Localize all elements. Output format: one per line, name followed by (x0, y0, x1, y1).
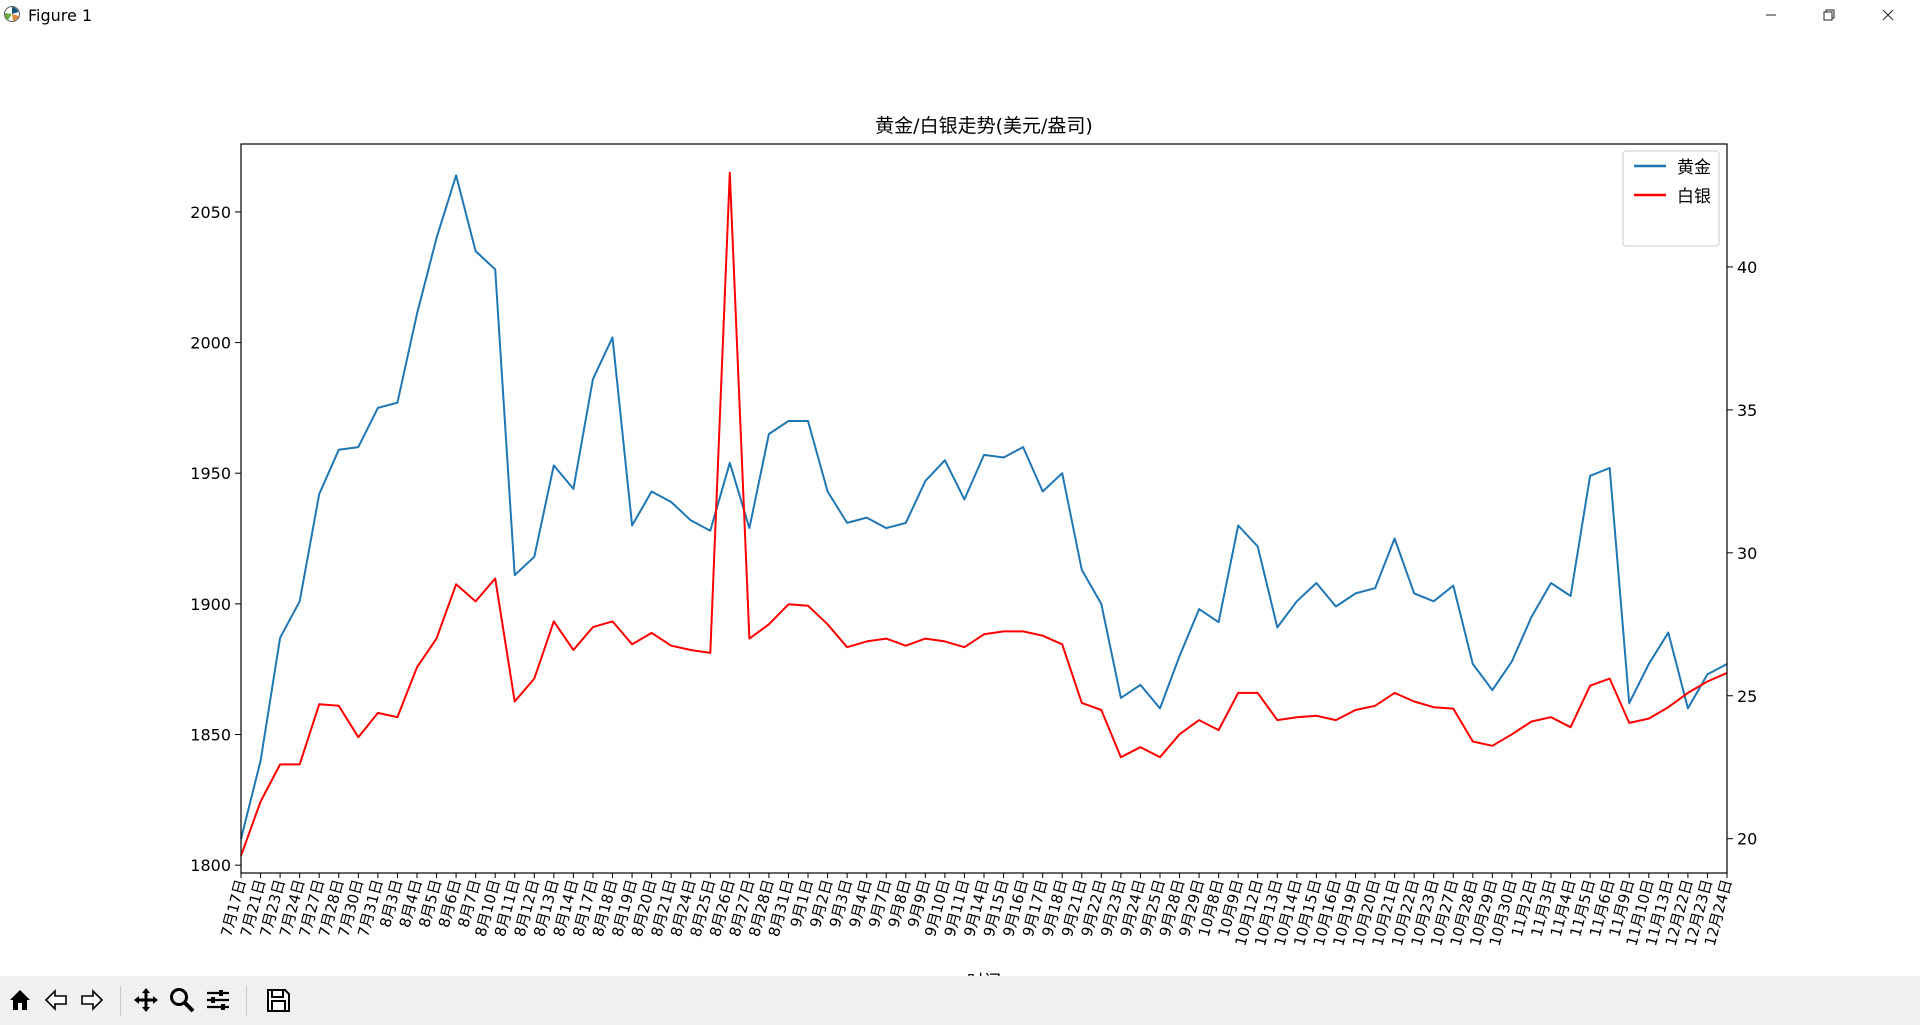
legend-box (1622, 150, 1720, 247)
home-icon (10, 990, 30, 1010)
minimize-icon (1766, 14, 1776, 16)
left-y-tick-label: 2000 (190, 334, 231, 353)
pan-button[interactable] (130, 984, 162, 1016)
legend: 黄金 白银 (1622, 150, 1720, 247)
minimize-button[interactable] (1748, 0, 1794, 30)
window-titlebar: Figure 1 (0, 0, 1920, 30)
series-line-silver (240, 171, 1728, 857)
left-y-tick-label: 1850 (190, 726, 231, 745)
right-y-axis: 20 25 30 35 40 (1727, 258, 1757, 849)
configure-subplots-button[interactable] (202, 984, 234, 1016)
legend-label-gold: 黄金 (1677, 158, 1711, 178)
save-button[interactable] (262, 984, 294, 1016)
figure-canvas[interactable]: 黄金/白银走势(美元/盎司) 1800 1850 1900 1950 2000 2050 … (0, 30, 1920, 992)
window-title: Figure 1 (28, 6, 93, 25)
left-y-axis: 1800 1850 1900 1950 2000 2050 (190, 203, 241, 875)
left-y-tick-label: 2050 (190, 203, 231, 222)
left-y-tick-label: 1800 (190, 856, 231, 875)
right-y-tick-label: 30 (1737, 544, 1757, 563)
series-line-gold (240, 174, 1728, 840)
home-button[interactable] (4, 984, 36, 1016)
left-y-tick-label: 1950 (190, 464, 231, 483)
right-y-tick-label: 40 (1737, 258, 1757, 277)
chart-title: 黄金/白银走势(美元/盎司) (875, 115, 1093, 137)
navigation-toolbar (0, 976, 1920, 1025)
toolbar-separator (246, 986, 247, 1016)
x-axis: 7月17日7月21日7月23日7月24日7月27日7月28日7月30日7月31日… (217, 873, 1736, 948)
zoom-button[interactable] (166, 984, 198, 1016)
series-lines (240, 171, 1728, 857)
save-icon (267, 989, 290, 1012)
forward-arrow-icon (81, 989, 104, 1011)
restore-icon (1823, 9, 1835, 21)
legend-label-silver: 白银 (1677, 187, 1711, 207)
plot-frame (240, 143, 1728, 874)
back-button[interactable] (40, 984, 72, 1016)
chart-svg: 黄金/白银走势(美元/盎司) 180018501900195020002050 … (190, 115, 1757, 992)
close-icon (1882, 9, 1894, 21)
close-button[interactable] (1865, 0, 1911, 30)
left-y-tick-label: 1900 (190, 595, 231, 614)
matplotlib-app-icon (4, 6, 20, 22)
back-arrow-icon (44, 989, 67, 1011)
zoom-icon (170, 988, 195, 1013)
right-y-tick-label: 35 (1737, 401, 1757, 420)
forward-button[interactable] (76, 984, 108, 1016)
configure-subplots-icon (207, 990, 229, 1010)
toolbar-separator (120, 986, 121, 1016)
right-y-tick-label: 20 (1737, 830, 1757, 849)
restore-button[interactable] (1806, 0, 1852, 30)
pan-icon (134, 988, 158, 1012)
right-y-tick-label: 25 (1737, 687, 1757, 706)
